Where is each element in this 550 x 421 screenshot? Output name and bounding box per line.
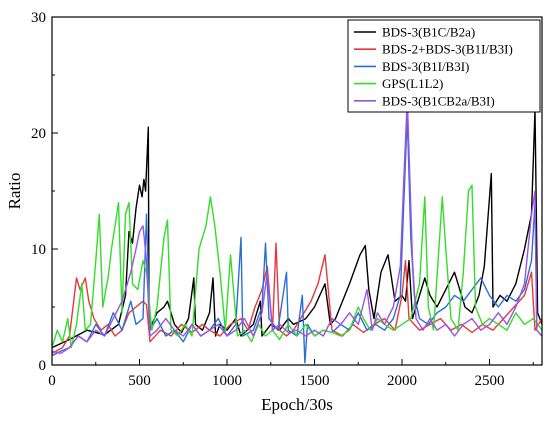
y-tick-label: 30 (31, 10, 46, 26)
series-line-5 (52, 97, 542, 355)
y-tick-label: 0 (39, 358, 47, 374)
legend-box (347, 19, 541, 113)
x-tick-label: 2000 (387, 373, 417, 389)
x-tick-label: 1000 (212, 373, 242, 389)
x-tick-label: 500 (128, 373, 151, 389)
y-axis: 0 10 20 30 (31, 10, 58, 374)
y-axis-title: Ratio (5, 173, 24, 210)
x-tick-label: 0 (48, 373, 56, 389)
y-tick-label: 10 (31, 242, 46, 258)
legend-label: BDS-3(B1CB2a/B3I) (382, 93, 495, 108)
legend-label: GPS(L1L2) (382, 76, 443, 91)
y-tick-label: 20 (31, 126, 46, 142)
series-line-4 (52, 184, 542, 349)
legend-label: BDS-2+BDS-3(B1I/B3I) (382, 42, 513, 57)
x-tick-label: 1500 (300, 373, 330, 389)
legend: BDS-3(B1C/B2a) BDS-2+BDS-3(B1I/B3I) BDS-3(… (347, 19, 541, 113)
legend-label: BDS-3(B1I/B3I) (382, 59, 469, 74)
x-axis: 0 500 1000 1500 2000 2500 (48, 359, 534, 389)
x-tick-label: 2500 (475, 373, 505, 389)
x-axis-title: Epoch/30s (261, 395, 333, 414)
series-group (52, 97, 542, 364)
legend-label: BDS-3(B1C/B2a) (382, 25, 475, 40)
